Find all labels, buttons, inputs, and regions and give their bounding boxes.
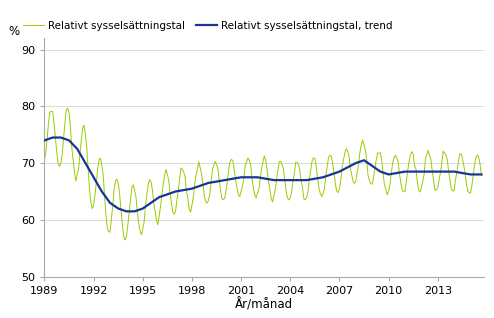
Relativt sysselsättningstal — [438, 170, 444, 174]
Relativt sysselsättningstal — [122, 238, 128, 242]
Relativt sysselsättningstal, trend — [306, 178, 312, 182]
Relativt sysselsättningstal, trend — [319, 176, 325, 179]
Relativt sysselsättningstal — [319, 195, 325, 198]
Relativt sysselsättningstal — [354, 171, 360, 175]
Legend: Relativt sysselsättningstal, Relativt sysselsättningstal, trend: Relativt sysselsättningstal, Relativt sy… — [23, 21, 392, 31]
X-axis label: År/månad: År/månad — [235, 299, 293, 312]
Relativt sysselsättningstal — [41, 158, 47, 162]
Relativt sysselsättningstal — [133, 195, 139, 199]
Line: Relativt sysselsättningstal: Relativt sysselsättningstal — [44, 108, 482, 240]
Line: Relativt sysselsättningstal, trend: Relativt sysselsättningstal, trend — [44, 137, 482, 211]
Relativt sysselsättningstal, trend — [41, 138, 47, 142]
Relativt sysselsättningstal, trend — [438, 170, 444, 174]
Relativt sysselsättningstal, trend — [124, 210, 129, 213]
Relativt sysselsättningstal — [65, 107, 71, 110]
Relativt sysselsättningstal — [238, 189, 244, 193]
Text: %: % — [8, 25, 19, 38]
Relativt sysselsättningstal, trend — [50, 135, 56, 139]
Relativt sysselsättningstal, trend — [238, 175, 244, 179]
Relativt sysselsättningstal — [306, 177, 312, 181]
Relativt sysselsättningstal, trend — [354, 161, 360, 164]
Relativt sysselsättningstal — [479, 174, 485, 177]
Relativt sysselsättningstal, trend — [133, 209, 139, 213]
Relativt sysselsättningstal, trend — [479, 173, 485, 176]
